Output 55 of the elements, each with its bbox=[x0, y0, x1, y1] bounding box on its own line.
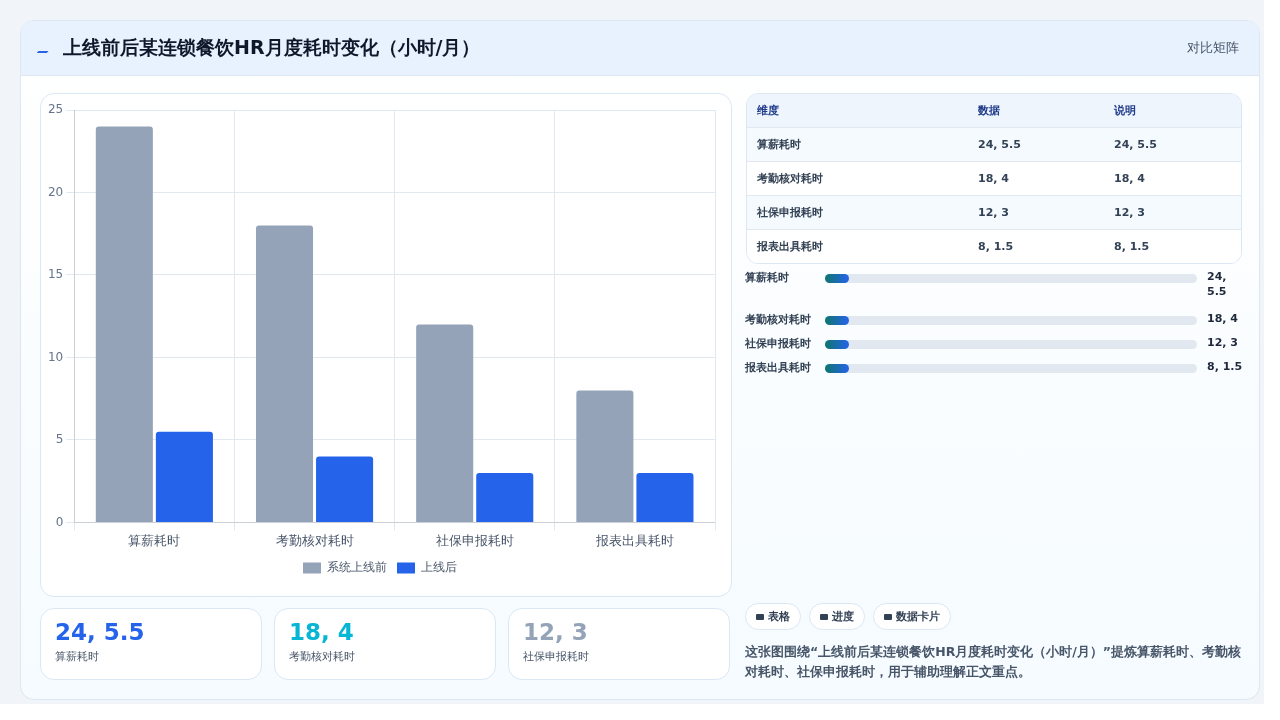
text: 算薪耗时 bbox=[745, 270, 790, 286]
y-tick-label: 20 bbox=[47, 184, 64, 199]
text: 这张图围绕“上线前后某连锁餐饮HR月度耗时变化（小时/月）”提炼算薪耗时、考勤核对耗时、社保申报耗时，用于辅助理解正文重点。 bbox=[745, 643, 1243, 681]
text: 18, 4 bbox=[289, 619, 355, 645]
text: 考勤核对耗时 bbox=[745, 312, 812, 328]
x-tick-label: 考勤核对耗时 bbox=[275, 532, 354, 548]
text: 进度 bbox=[809, 603, 865, 630]
x-tick-label: 社保申报耗时 bbox=[435, 532, 514, 548]
text: 对比矩阵 bbox=[1187, 39, 1239, 57]
legend-label: 上线后 bbox=[421, 560, 457, 575]
bar bbox=[95, 126, 153, 522]
bar bbox=[476, 472, 534, 522]
text: 18, 4 bbox=[1207, 311, 1239, 326]
y-tick-label: 0 bbox=[55, 514, 64, 529]
text: 24, 5.5 bbox=[978, 138, 1022, 151]
legend-label: 系统上线前 bbox=[327, 560, 387, 575]
text: 12, 3 bbox=[978, 206, 1010, 219]
text: 18, 4 bbox=[1114, 172, 1145, 185]
text: 报表出具耗时 bbox=[756, 239, 824, 254]
text: 12, 3 bbox=[1114, 206, 1145, 219]
text: 算薪耗时 bbox=[55, 649, 100, 664]
text: 表格 bbox=[745, 603, 801, 630]
text: 社保申报耗时 bbox=[523, 649, 590, 664]
y-tick-label: 25 bbox=[47, 102, 64, 117]
x-tick-label: 报表出具耗时 bbox=[594, 532, 674, 548]
text: 数据 bbox=[978, 103, 1001, 118]
text: 说明 bbox=[1114, 103, 1136, 118]
chart-title: 上线前后某连锁餐饮HR月度耗时变化（小时/月） bbox=[63, 35, 481, 60]
bar bbox=[255, 225, 314, 522]
y-tick-label: 5 bbox=[55, 432, 64, 447]
text: 考勤核对耗时 bbox=[289, 649, 356, 664]
text: 数据卡片 bbox=[873, 603, 951, 630]
bar bbox=[636, 472, 694, 522]
y-tick-label: 10 bbox=[47, 349, 64, 364]
text: 社保申报耗时 bbox=[745, 336, 812, 352]
text: 社保申报耗时 bbox=[756, 205, 824, 220]
text: 12, 3 bbox=[1207, 335, 1239, 350]
text: 考勤核对耗时 bbox=[756, 171, 824, 186]
bar bbox=[316, 456, 374, 522]
text: 24, 5.5 bbox=[1207, 269, 1228, 299]
text: 维度 bbox=[756, 103, 780, 118]
bar bbox=[576, 390, 634, 522]
text: 算薪耗时 bbox=[756, 137, 802, 152]
text: 报表出具耗时 bbox=[745, 360, 812, 376]
bar bbox=[155, 431, 213, 522]
bar bbox=[416, 324, 474, 522]
text: 24, 5.5 bbox=[1114, 138, 1157, 151]
text: 8, 1.5 bbox=[978, 240, 1015, 253]
text: 8, 1.5 bbox=[1114, 240, 1150, 253]
text: 24, 5.5 bbox=[55, 619, 146, 645]
text: 8, 1.5 bbox=[1207, 359, 1243, 374]
x-tick-label: 算薪耗时 bbox=[128, 532, 181, 548]
text: 18, 4 bbox=[978, 172, 1010, 185]
y-tick-label: 15 bbox=[47, 267, 64, 282]
text: 12, 3 bbox=[523, 619, 589, 645]
